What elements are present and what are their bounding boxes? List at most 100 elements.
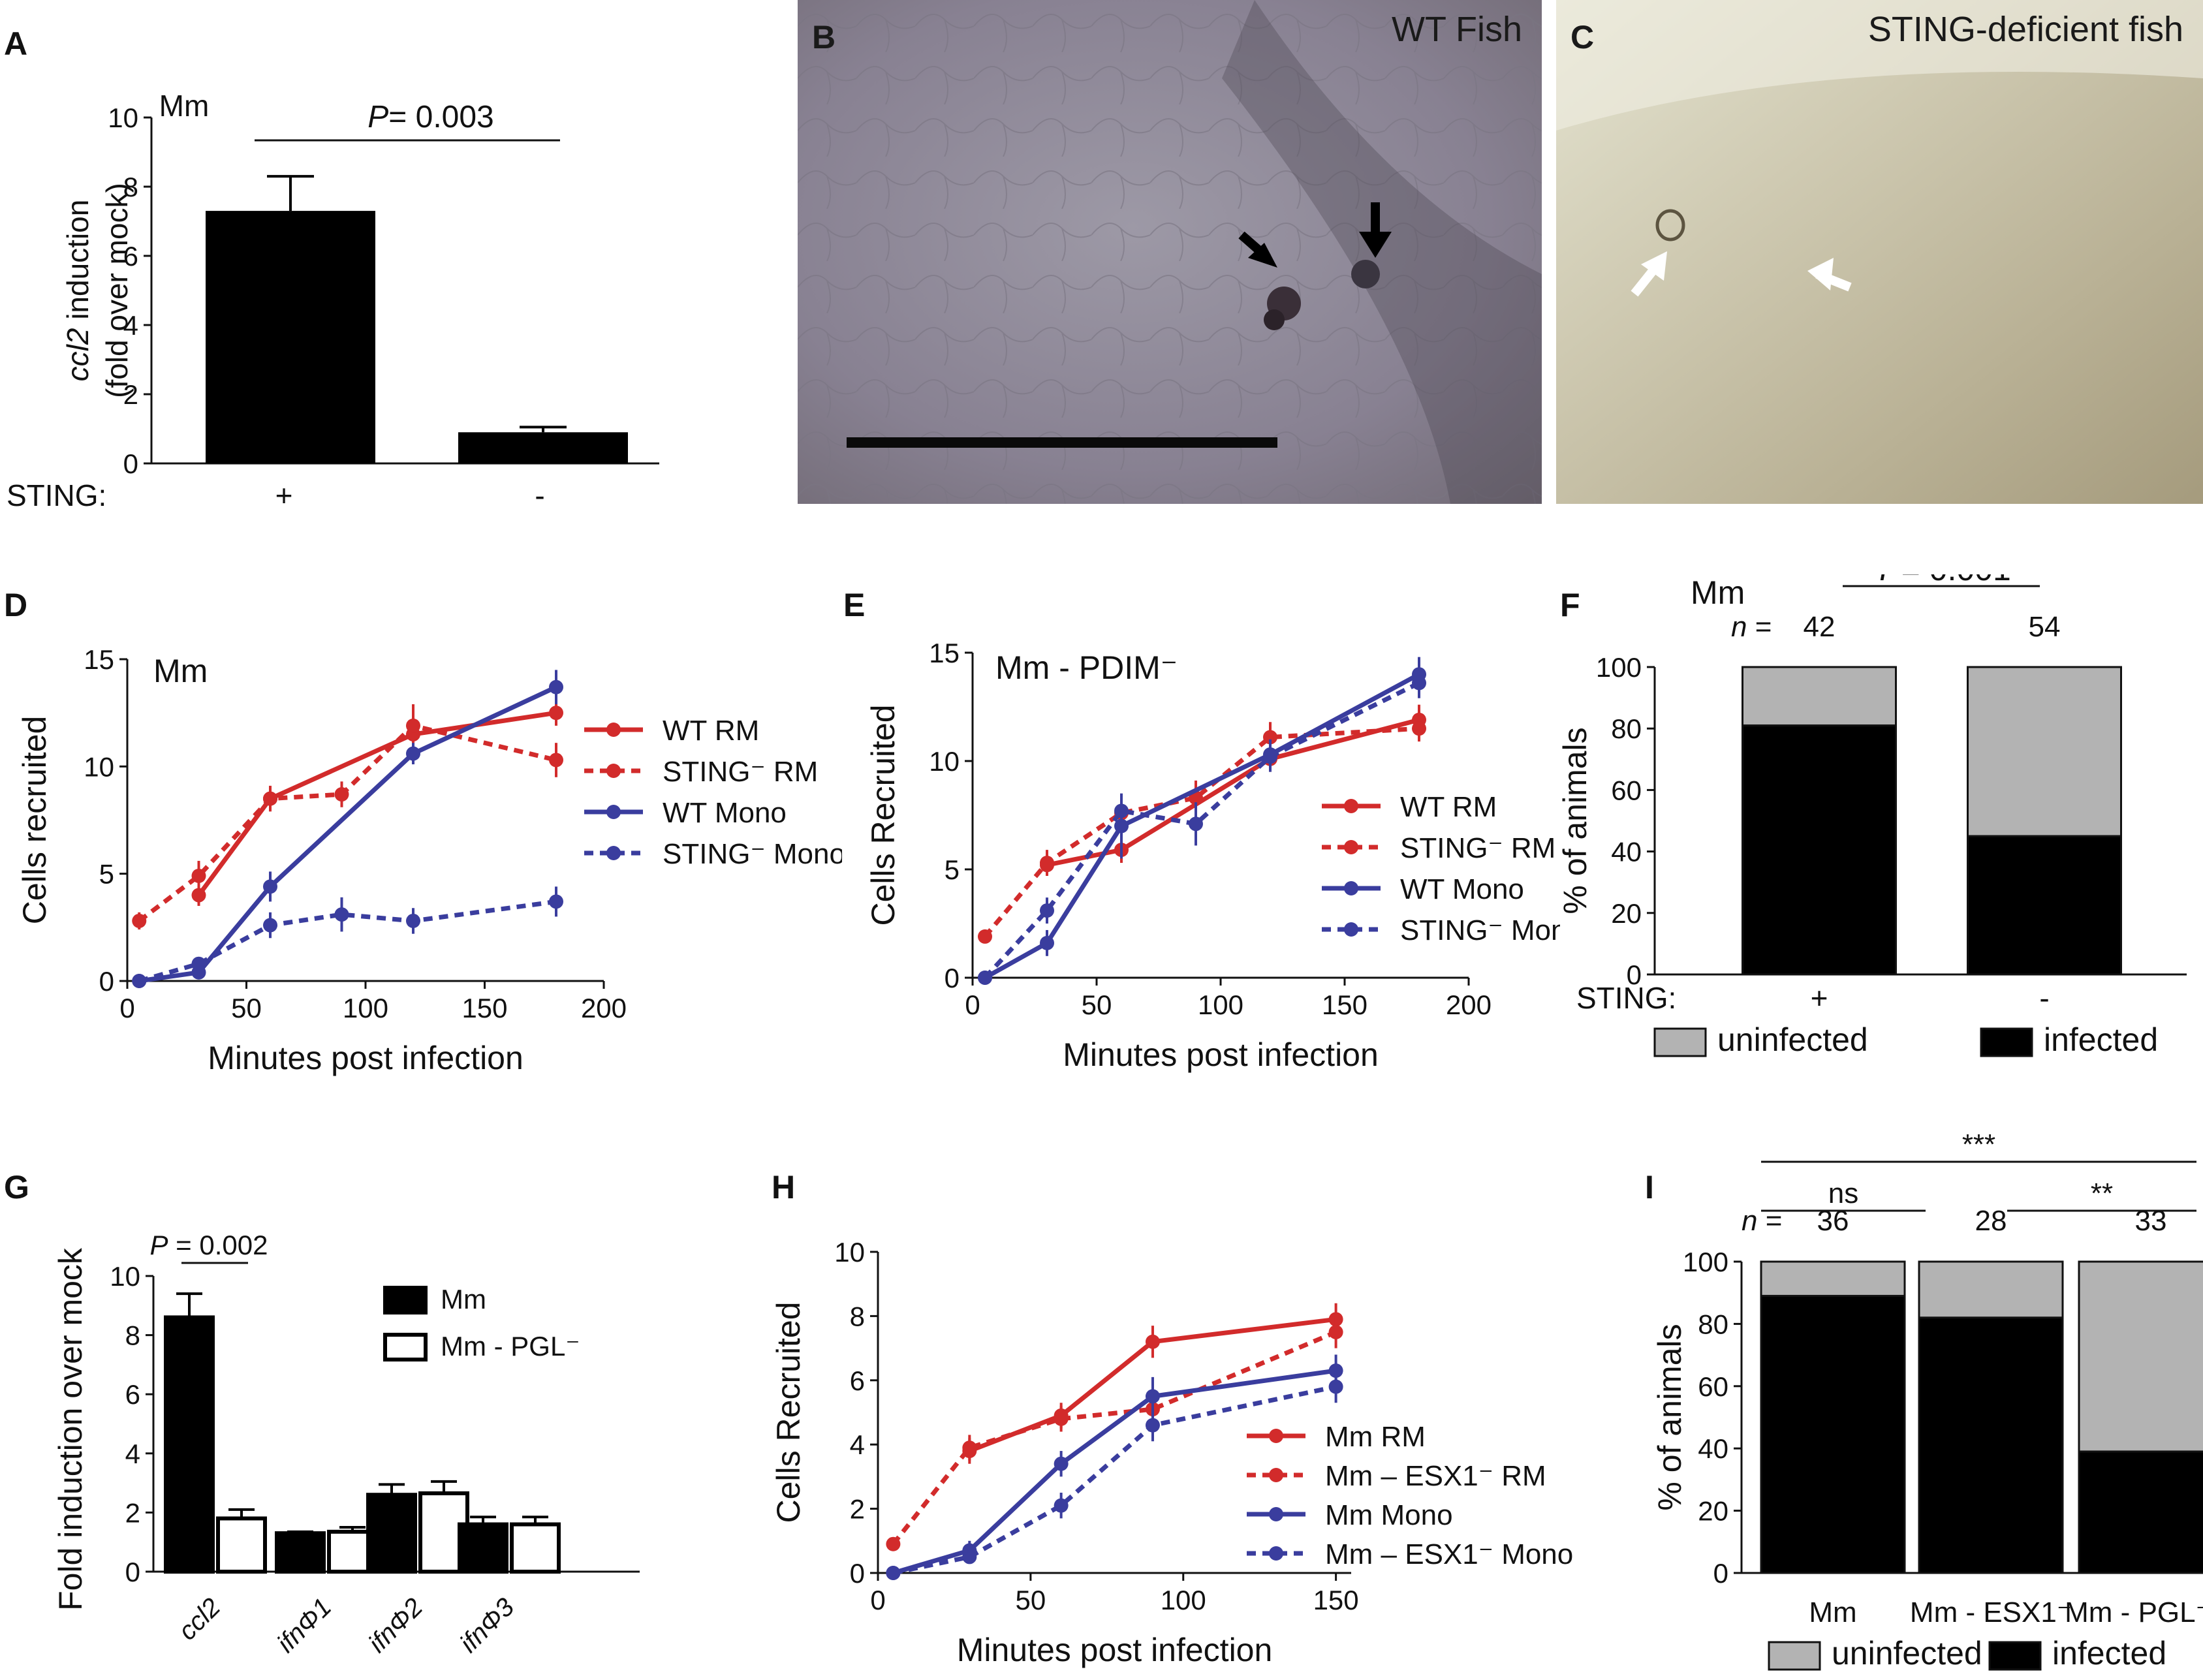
e-point [1040,935,1054,950]
g-bar [275,1531,326,1574]
g-bar [510,1522,561,1574]
e-point [1412,721,1426,736]
d-x-label: Minutes post infection [208,1040,523,1076]
i-legend-swatch-uninfected [1768,1641,1821,1671]
chart-f: 0 20 40 60 80 100 % of animals 42 +54 - n = uninfec… [1560,574,2187,1058]
g-y-tick-label: 0 [125,1557,140,1587]
d-x-tick-label: 150 [461,993,507,1023]
i-y-label: % of animals [1651,1324,1688,1510]
e-point [1263,749,1277,764]
e-x-tick-label: 50 [1082,989,1112,1020]
a-y-label: ccl2 induction [61,200,95,382]
a-y-tick-label: 4 [123,310,138,341]
h-y-tick-label: 6 [850,1365,865,1396]
d-y-tick-label: 15 [84,644,114,675]
e-y-label: Cells Recruited [865,704,901,926]
a-pvalue: P= 0.003 [367,100,494,134]
panel-label-f: F [1560,587,1580,623]
i-y-tick-label: 0 [1713,1558,1728,1589]
i-category-label: Mm - PGL⁻ [2065,1596,2203,1628]
g-y-tick-label: 10 [110,1261,140,1292]
e-title: Mm - PDIM⁻ [995,649,1178,686]
f-bar-infected [1967,835,2122,976]
micrograph-b-title: WT Fish [1392,10,1522,49]
h-y-tick-label: 8 [850,1301,865,1331]
i-category-label: Mm [1809,1596,1856,1628]
g-legend-swatch [383,1333,428,1361]
h-y-tick-label: 4 [850,1429,865,1460]
h-legend-marker [1269,1546,1283,1561]
d-legend-label: WT RM [663,715,759,747]
micrograph-b-svg [798,0,1542,504]
d-point [191,956,206,971]
d-y-tick-label: 5 [99,859,114,890]
e-legend-label: WT RM [1400,791,1497,823]
f-title: Mm [1691,574,1745,611]
g-pvalue: P = 0.002 [150,1230,268,1260]
d-legend-label: STING⁻ RM [663,756,818,788]
d-point [549,753,563,768]
h-point [1145,1334,1160,1349]
h-x-tick-label: 0 [870,1585,885,1615]
f-bar-infected [1742,724,1897,976]
h-point [886,1566,901,1580]
h-legend-label: Mm – ESX1⁻ RM [1325,1460,1546,1492]
f-y-tick-label: 40 [1611,837,1642,867]
h-legend-marker [1269,1507,1283,1521]
h-point [1145,1418,1160,1433]
h-y-tick-label: 2 [850,1494,865,1525]
h-point [1145,1389,1160,1404]
d-point [549,679,563,694]
i-y-tick-label: 40 [1698,1433,1728,1464]
d-point [406,913,420,928]
panel-label-b: B [812,19,836,55]
i-legend-infected: infected [2052,1635,2166,1672]
g-category-label: ccl2 [173,1593,226,1645]
g-bar [216,1516,267,1574]
e-series-line [983,726,1420,939]
e-legend-marker [1344,881,1358,895]
panel-label-e: E [843,587,866,623]
f-legend-infected: infected [2044,1021,2158,1058]
h-series-line [969,1316,1337,1454]
e-legend-marker [1344,840,1358,854]
h-point [1328,1325,1343,1339]
micrograph-panel-b: B WT Fish [798,0,1542,504]
i-n-value: 28 [1975,1205,2007,1237]
e-legend-label: STING⁻ Mono [1400,914,1560,946]
d-point [191,868,206,883]
e-point [1040,856,1054,871]
h-x-tick-label: 100 [1161,1585,1206,1615]
d-point [191,888,206,903]
g-y-label: Fold induction over mock [52,1247,89,1611]
panel-label-d: D [4,587,28,623]
d-legend-marker [606,764,621,778]
d-legend-marker [606,846,621,860]
g-y-tick-label: 8 [125,1320,140,1351]
i-n-value: 33 [2135,1205,2167,1237]
e-x-tick-label: 100 [1198,989,1243,1020]
e-point [978,929,992,944]
e-y-tick-label: 5 [945,854,960,885]
f-y-tick-label: 20 [1611,898,1642,929]
g-bar [458,1522,508,1574]
a-bar [206,211,375,463]
d-title: Mm [153,653,208,689]
h-point [1054,1411,1069,1426]
f-bar-uninfected [1742,666,1897,726]
a-category-label: + [275,478,293,512]
e-x-tick-label: 150 [1322,989,1367,1020]
panel-label-c: C [1570,19,1595,55]
f-legend-swatch-infected [1980,1027,2033,1057]
chart-a: 0 2 4 6 8 10 + - STING: ccl2 induction (fold over … [7,89,659,512]
i-bar-uninfected [2078,1260,2203,1453]
a-annotation: Mm [159,89,210,123]
d-x-tick-label: 50 [231,993,262,1023]
micrograph-panel-c: C STING-deficient fish [1556,0,2203,504]
micrograph-c-title: STING-deficient fish [1867,10,2183,49]
e-y-tick-label: 0 [945,963,960,993]
e-x-tick-label: 0 [965,989,980,1020]
a-group-label: STING: [7,478,106,512]
